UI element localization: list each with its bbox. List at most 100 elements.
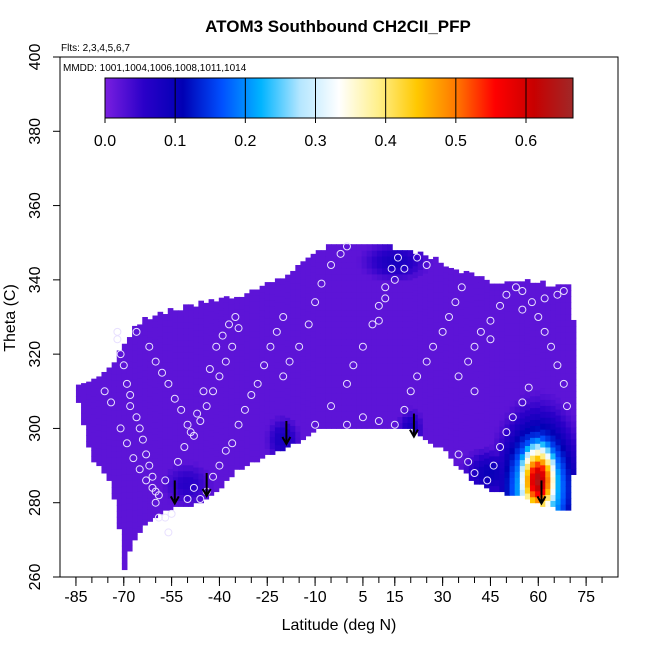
heatmap-cell <box>514 311 521 318</box>
heatmap-cell <box>259 374 266 382</box>
heatmap-cell <box>162 331 169 339</box>
heatmap-cell <box>285 375 291 383</box>
heatmap-cell <box>468 367 475 374</box>
heatmap-cell <box>203 326 210 334</box>
heatmap-cell <box>463 383 470 391</box>
heatmap-cell <box>519 376 526 383</box>
heatmap-cell <box>535 306 541 314</box>
heatmap-cell <box>152 458 159 465</box>
heatmap-cell <box>382 250 388 257</box>
heatmap-cell <box>121 480 128 487</box>
heatmap-cell <box>361 315 368 322</box>
heatmap-cell <box>529 348 536 355</box>
heatmap-cell <box>484 303 490 311</box>
heatmap-cell <box>519 370 526 377</box>
heatmap-cell <box>412 360 419 368</box>
sample-point <box>553 361 562 370</box>
sample-point <box>524 383 533 392</box>
heatmap-cell <box>453 352 460 360</box>
heatmap-cell <box>137 371 143 379</box>
heatmap-cell <box>529 282 536 290</box>
heatmap-cell <box>560 314 567 321</box>
heatmap-cell <box>540 500 546 507</box>
heatmap-cell <box>325 386 332 394</box>
heatmap-cell <box>478 424 485 432</box>
heatmap-cell <box>254 438 261 445</box>
heatmap-cell <box>137 455 143 462</box>
heatmap-cell <box>509 382 516 389</box>
sample-point <box>518 305 527 314</box>
heatmap-cell <box>504 317 511 324</box>
heatmap-cell <box>111 374 118 381</box>
heatmap-cell <box>443 379 449 386</box>
heatmap-cell <box>382 244 388 251</box>
heatmap-cell <box>560 343 567 351</box>
heatmap-cell <box>417 358 424 366</box>
sample-point <box>562 402 571 411</box>
heatmap-cell <box>116 516 123 524</box>
sample-point <box>285 357 294 366</box>
heatmap-cell <box>555 385 562 392</box>
heatmap-cell <box>478 400 485 408</box>
heatmap-cell <box>264 288 271 295</box>
heatmap-cell <box>550 458 557 466</box>
heatmap-cell <box>96 406 102 413</box>
heatmap-cell <box>504 394 511 401</box>
heatmap-cell <box>223 391 230 398</box>
heatmap-cell <box>535 478 541 486</box>
heatmap-cell <box>310 378 317 386</box>
heatmap-cell <box>463 288 470 296</box>
sample-point <box>342 379 351 388</box>
heatmap-cell <box>392 291 398 299</box>
heatmap-cell <box>489 366 495 374</box>
heatmap-cell <box>177 411 184 418</box>
heatmap-cell <box>203 356 210 363</box>
heatmap-cell <box>351 374 358 382</box>
sample-point <box>132 327 141 336</box>
heatmap-cell <box>463 366 470 373</box>
heatmap-cell <box>402 250 409 257</box>
heatmap-cell <box>157 395 164 402</box>
heatmap-cell <box>346 315 352 322</box>
heatmap-cell <box>376 279 383 287</box>
heatmap-cell <box>570 325 577 333</box>
heatmap-cell <box>81 400 87 408</box>
heatmap-cell <box>234 463 240 470</box>
heatmap-cell <box>540 357 546 365</box>
heatmap-cell <box>234 296 240 304</box>
heatmap-cell <box>499 467 505 475</box>
heatmap-cell <box>545 447 551 454</box>
heatmap-cell <box>540 482 546 490</box>
heatmap-cell <box>188 405 194 412</box>
heatmap-cell <box>320 321 327 328</box>
heatmap-cell <box>305 406 312 413</box>
heatmap-cell <box>417 388 424 395</box>
heatmap-cell <box>387 380 393 388</box>
heatmap-cell <box>172 429 179 436</box>
heatmap-cell <box>376 291 383 299</box>
heatmap-cell <box>162 319 169 327</box>
heatmap-cell <box>545 393 551 400</box>
heatmap-cell <box>162 474 169 481</box>
heatmap-cell <box>228 393 235 400</box>
heatmap-cell <box>392 380 398 388</box>
heatmap-cell <box>325 256 332 263</box>
heatmap-cell <box>366 363 373 370</box>
heatmap-cell <box>167 480 174 487</box>
heatmap-cell <box>147 402 153 409</box>
heatmap-cell <box>152 470 159 477</box>
heatmap-cell <box>555 403 562 410</box>
heatmap-cell <box>193 318 199 325</box>
heatmap-cell <box>213 449 220 457</box>
heatmap-cell <box>540 423 546 430</box>
sample-point <box>142 476 151 485</box>
heatmap-cell <box>524 403 531 411</box>
heatmap-cell <box>565 456 572 464</box>
heatmap-cell <box>427 259 434 266</box>
heatmap-cell <box>540 280 546 288</box>
heatmap-cell <box>366 357 373 364</box>
heatmap-cell <box>234 409 240 417</box>
heatmap-cell <box>499 438 505 445</box>
heatmap-cell <box>157 412 164 420</box>
heatmap-cell <box>509 400 516 407</box>
